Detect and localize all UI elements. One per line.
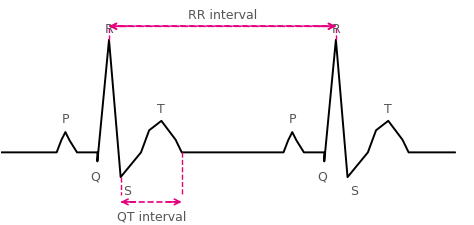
Text: S: S — [350, 184, 358, 197]
Text: T: T — [384, 103, 392, 116]
Text: S: S — [123, 184, 131, 197]
Text: T: T — [157, 103, 165, 116]
Text: Q: Q — [90, 169, 100, 182]
Text: R: R — [105, 23, 113, 36]
Text: RR interval: RR interval — [188, 9, 257, 22]
Text: P: P — [62, 113, 69, 126]
Text: QT interval: QT interval — [117, 210, 186, 223]
Text: Q: Q — [317, 169, 327, 182]
Text: P: P — [289, 113, 296, 126]
Text: R: R — [331, 23, 340, 36]
